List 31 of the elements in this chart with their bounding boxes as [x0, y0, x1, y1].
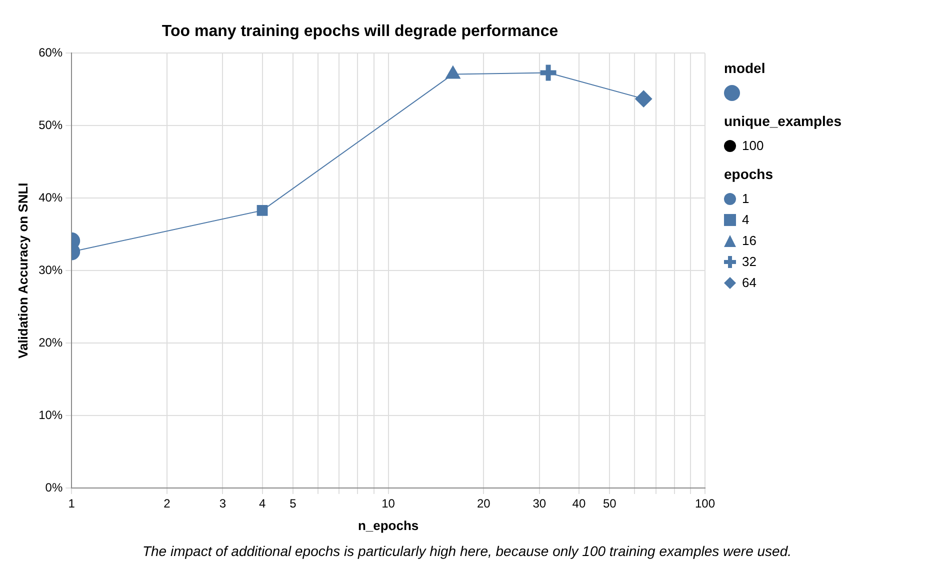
y-tick-label: 10%: [38, 408, 63, 422]
y-tick-label: 20%: [38, 335, 63, 350]
y-tick-label: 60%: [38, 46, 63, 60]
x-tick-label: 3: [219, 496, 226, 511]
x-tick-label: 50: [602, 496, 617, 511]
x-tick-label: 2: [164, 496, 171, 511]
x-tick-label: 40: [572, 496, 586, 511]
text: The impact of additional epochs is particularly high here, because only 100 training examples were used.: [141, 543, 793, 559]
y-tick-label: 30%: [38, 262, 63, 277]
text: unique_examples: [724, 113, 842, 129]
legend-label: 1: [742, 191, 750, 206]
text: 100: [742, 138, 764, 153]
y-tick-label: 50%: [38, 118, 63, 132]
legend-label: 32: [742, 254, 756, 269]
text: model: [724, 60, 766, 76]
legend-title: epochs: [724, 166, 774, 182]
x-axis-title: n_epochs: [358, 518, 419, 533]
x-tick-label: 5: [290, 496, 297, 511]
chart-title: Too many training epochs will degrade performance: [162, 23, 558, 40]
x-tick-label: 100: [694, 496, 716, 511]
legend-label: 4: [742, 212, 750, 227]
legend-label: 64: [742, 275, 756, 290]
legend-label: 16: [742, 233, 756, 248]
y-tick-label: 0%: [45, 480, 63, 494]
y-tick-label: 40%: [38, 190, 63, 204]
y-axis-title: Validation Accuracy on SNLI: [15, 182, 30, 358]
x-tick-label: 30: [532, 496, 546, 511]
x-tick-label: 4: [258, 496, 266, 511]
x-tick-label: 10: [382, 496, 396, 511]
x-tick-label: 1: [68, 496, 76, 511]
x-tick-label: 20: [476, 496, 491, 511]
